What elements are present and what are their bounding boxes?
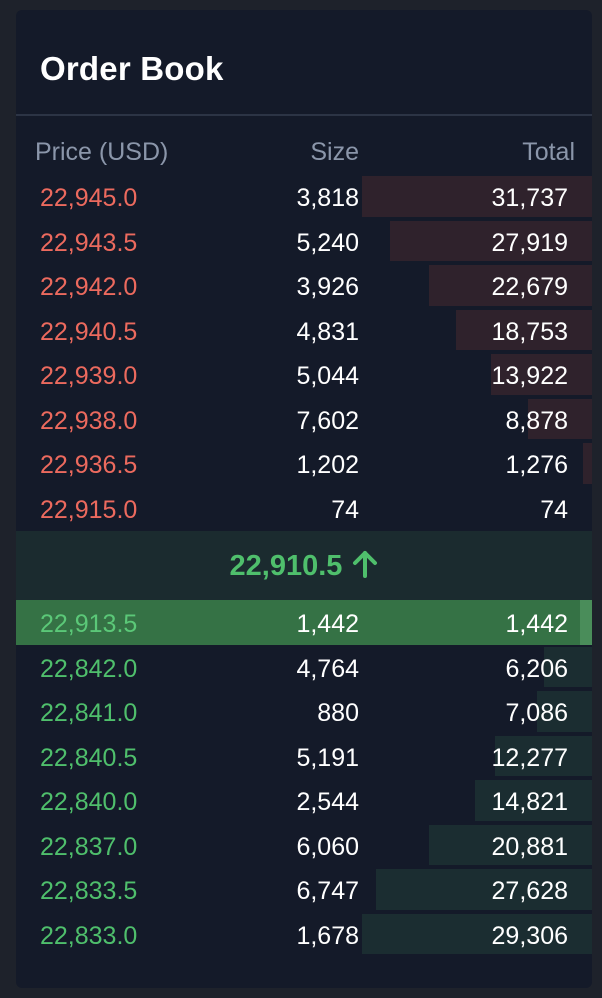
row-price: 22,943.5 <box>40 228 138 257</box>
depth-bar <box>362 176 592 217</box>
bid-row[interactable]: 22,841.0 880 7,086 <box>16 689 592 734</box>
bid-row[interactable]: 22,913.5 1,442 1,442 <box>16 600 592 645</box>
row-total: 1,442 <box>505 610 568 638</box>
bids-list: 22,913.5 1,442 1,442 22,842.0 4,764 6,206 22,8… <box>16 600 592 956</box>
column-header: Price (USD) Size Total <box>16 130 592 174</box>
price-column-header: Price (USD) <box>35 138 169 166</box>
row-size: 880 <box>317 699 359 727</box>
bid-row[interactable]: 22,842.0 4,764 6,206 <box>16 645 592 690</box>
row-size: 3,926 <box>296 273 359 301</box>
ask-row[interactable]: 22,915.0 74 74 <box>16 486 592 531</box>
depth-bar <box>456 309 592 350</box>
row-size: 1,442 <box>296 610 359 638</box>
row-price: 22,833.5 <box>40 877 138 905</box>
row-size: 2,544 <box>296 788 359 816</box>
ask-row[interactable]: 22,945.0 3,818 31,737 <box>16 174 592 219</box>
row-price: 22,833.0 <box>40 921 138 950</box>
ask-row[interactable]: 22,939.0 5,044 13,922 <box>16 352 592 397</box>
depth-bar <box>390 220 592 261</box>
mid-price-value: 22,910.5 <box>229 550 343 582</box>
depth-bar <box>491 354 592 395</box>
row-price: 22,940.5 <box>40 317 138 346</box>
row-size: 4,764 <box>296 654 359 683</box>
row-price: 22,840.5 <box>40 743 138 772</box>
row-price: 22,837.0 <box>40 832 138 861</box>
row-price: 22,938.0 <box>40 406 138 435</box>
row-size: 1,202 <box>296 451 359 479</box>
row-price: 22,936.5 <box>40 451 138 479</box>
row-price: 22,842.0 <box>40 654 138 683</box>
ask-row[interactable]: 22,940.5 4,831 18,753 <box>16 308 592 353</box>
row-price: 22,840.0 <box>40 788 138 816</box>
row-size: 5,044 <box>296 362 359 390</box>
row-price: 22,942.0 <box>40 273 138 301</box>
depth-bar <box>495 735 592 776</box>
row-size: 5,191 <box>296 743 359 772</box>
depth-bar <box>544 646 592 687</box>
row-total: 1,276 <box>505 451 568 479</box>
ask-row[interactable]: 22,936.5 1,202 1,276 <box>16 441 592 486</box>
row-size: 6,060 <box>296 832 359 861</box>
depth-bar <box>429 824 592 865</box>
ask-row[interactable]: 22,943.5 5,240 27,919 <box>16 219 592 264</box>
ask-row[interactable]: 22,938.0 7,602 8,878 <box>16 397 592 442</box>
row-size: 4,831 <box>296 317 359 346</box>
order-book-panel: Order Book Price (USD) Size Total 22,945… <box>16 10 592 988</box>
depth-bar <box>580 600 592 645</box>
depth-bar <box>376 869 592 910</box>
bid-row[interactable]: 22,840.5 5,191 12,277 <box>16 734 592 779</box>
row-price: 22,913.5 <box>40 610 138 638</box>
ask-row[interactable]: 22,942.0 3,926 22,679 <box>16 263 592 308</box>
row-size: 7,602 <box>296 406 359 435</box>
bid-row[interactable]: 22,833.0 1,678 29,306 <box>16 912 592 957</box>
title-divider <box>16 114 592 116</box>
row-size: 5,240 <box>296 228 359 257</box>
row-price: 22,915.0 <box>40 495 138 524</box>
depth-bar <box>362 913 592 954</box>
row-size: 3,818 <box>296 184 359 212</box>
total-column-header: Total <box>522 138 575 166</box>
bid-row[interactable]: 22,837.0 6,060 20,881 <box>16 823 592 868</box>
bid-row[interactable]: 22,840.0 2,544 14,821 <box>16 778 592 823</box>
row-size: 6,747 <box>296 877 359 905</box>
arrow-up-icon <box>353 551 378 578</box>
row-price: 22,945.0 <box>40 184 138 212</box>
row-total: 27,628 <box>491 877 568 905</box>
row-total: 14,821 <box>491 788 568 816</box>
depth-bar <box>537 691 592 732</box>
row-total: 27,919 <box>491 228 568 257</box>
row-total: 74 <box>540 495 568 524</box>
row-size: 1,678 <box>296 921 359 950</box>
row-total: 31,737 <box>491 184 568 212</box>
row-total: 12,277 <box>491 743 568 772</box>
size-column-header: Size <box>310 138 359 166</box>
panel-title: Order Book <box>40 50 224 87</box>
depth-bar <box>475 780 592 821</box>
asks-list: 22,945.0 3,818 31,737 22,943.5 5,240 27,919 22… <box>16 174 592 530</box>
row-total: 7,086 <box>505 699 568 727</box>
mid-price-bar: 22,910.5 <box>16 531 592 600</box>
depth-bar <box>429 265 592 306</box>
row-total: 8,878 <box>505 406 568 435</box>
row-price: 22,939.0 <box>40 362 138 390</box>
row-total: 6,206 <box>505 654 568 683</box>
row-total: 20,881 <box>491 832 568 861</box>
row-total: 22,679 <box>491 273 568 301</box>
bid-row[interactable]: 22,833.5 6,747 27,628 <box>16 867 592 912</box>
row-total: 29,306 <box>491 921 568 950</box>
row-total: 18,753 <box>491 317 568 346</box>
depth-bar <box>528 398 592 439</box>
depth-bar <box>583 443 592 484</box>
row-total: 13,922 <box>491 362 568 390</box>
row-size: 74 <box>331 495 359 524</box>
row-price: 22,841.0 <box>40 699 138 727</box>
